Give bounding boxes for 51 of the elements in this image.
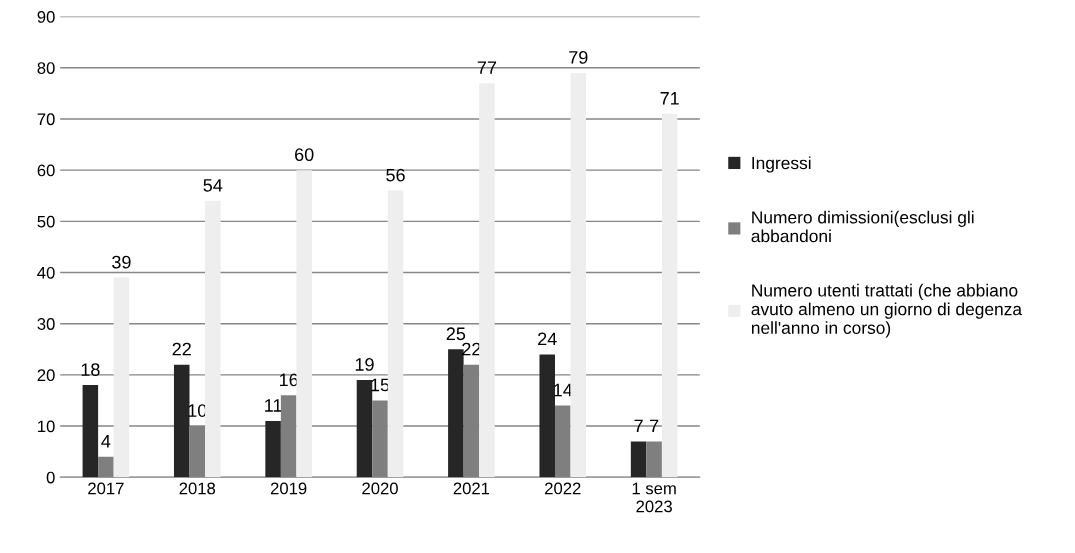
data-label: 19 xyxy=(355,358,374,371)
data-label: 24 xyxy=(538,332,557,346)
y-tick-label: 90 xyxy=(37,10,55,23)
bar xyxy=(479,83,495,478)
data-label: 79 xyxy=(569,50,588,64)
data-label: 11 xyxy=(265,399,282,412)
bar xyxy=(113,277,130,478)
y-tick-label: 60 xyxy=(37,164,55,177)
data-label: 25 xyxy=(446,327,466,341)
bar xyxy=(356,379,373,478)
x-tick-label: 2020 xyxy=(362,482,398,495)
bar xyxy=(448,349,464,478)
y-tick-label: 0 xyxy=(46,471,55,484)
bar xyxy=(265,420,281,478)
y-tick-label: 80 xyxy=(37,62,55,74)
data-label: 77 xyxy=(477,61,497,74)
bar xyxy=(630,441,647,478)
y-tick-label: 70 xyxy=(37,113,55,126)
data-label: 60 xyxy=(295,148,314,162)
data-label: 39 xyxy=(112,255,131,269)
x-tick-label: 2017 xyxy=(88,482,124,495)
x-tick-label: 2022 xyxy=(545,482,581,495)
bar xyxy=(82,385,99,478)
bar xyxy=(661,113,678,478)
y-tick-label: 50 xyxy=(37,215,55,228)
x-tick-label: 1 sem 2023 xyxy=(632,482,676,513)
data-label: 7 xyxy=(650,419,659,433)
legend-label: Ingressi xyxy=(752,156,811,173)
data-label: 71 xyxy=(660,92,679,105)
bar xyxy=(539,354,555,478)
y-tick-label: 20 xyxy=(37,369,55,382)
data-label: 4 xyxy=(101,435,111,448)
data-label: 56 xyxy=(386,168,405,182)
data-label: 7 xyxy=(634,419,643,433)
bar xyxy=(387,190,404,478)
data-label: 18 xyxy=(81,363,100,376)
y-tick-label: 40 xyxy=(37,266,55,279)
data-label: 54 xyxy=(203,179,223,192)
bar xyxy=(570,72,587,478)
x-tick-label: 2019 xyxy=(270,482,307,495)
legend-label: Numero utenti trattati (che abbiano avuto almeno un giorno di degenza nell'anno in corso) xyxy=(751,283,1023,338)
data-label: 22 xyxy=(172,342,191,356)
x-tick-label: 2021 xyxy=(453,482,490,495)
y-tick-label: 10 xyxy=(38,420,55,433)
bar xyxy=(205,200,221,478)
legend-label: Numero dimissioni(esclusi gli abbandoni xyxy=(751,210,974,243)
bar xyxy=(296,170,312,478)
data-label: 22 xyxy=(462,342,481,356)
x-tick-label: 2018 xyxy=(179,482,216,495)
y-tick-label: 30 xyxy=(37,318,55,330)
bar xyxy=(173,364,190,478)
